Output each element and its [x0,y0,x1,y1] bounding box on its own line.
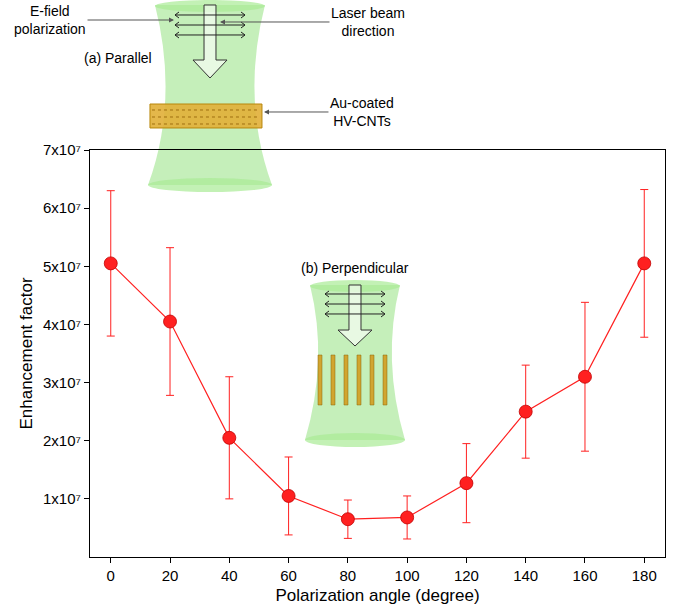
svg-text:Laser beamdirection: Laser beamdirection [331,5,405,39]
svg-text:5x10⁷: 5x10⁷ [43,258,81,275]
svg-text:20: 20 [162,567,179,584]
svg-text:Polarization angle (degree): Polarization angle (degree) [275,586,479,605]
svg-text:3x10⁷: 3x10⁷ [43,374,81,391]
svg-text:0: 0 [107,567,115,584]
svg-text:140: 140 [513,567,538,584]
svg-text:E-fieldpolarization: E-fieldpolarization [14,3,86,37]
svg-text:7x10⁷: 7x10⁷ [43,141,81,158]
svg-text:Enhancement factor: Enhancement factor [17,277,36,429]
svg-text:1x10⁷: 1x10⁷ [43,490,81,507]
svg-text:(a) Parallel: (a) Parallel [84,50,152,66]
svg-text:6x10⁷: 6x10⁷ [43,199,81,216]
svg-text:40: 40 [221,567,238,584]
svg-text:160: 160 [572,567,597,584]
svg-text:(b) Perpendicular: (b) Perpendicular [301,260,409,276]
svg-text:100: 100 [395,567,420,584]
svg-text:2x10⁷: 2x10⁷ [43,432,81,449]
svg-text:4x10⁷: 4x10⁷ [43,316,81,333]
svg-text:Au-coatedHV-CNTs: Au-coatedHV-CNTs [330,95,394,129]
svg-text:60: 60 [280,567,297,584]
svg-text:120: 120 [454,567,479,584]
svg-text:80: 80 [340,567,357,584]
svg-text:180: 180 [632,567,657,584]
